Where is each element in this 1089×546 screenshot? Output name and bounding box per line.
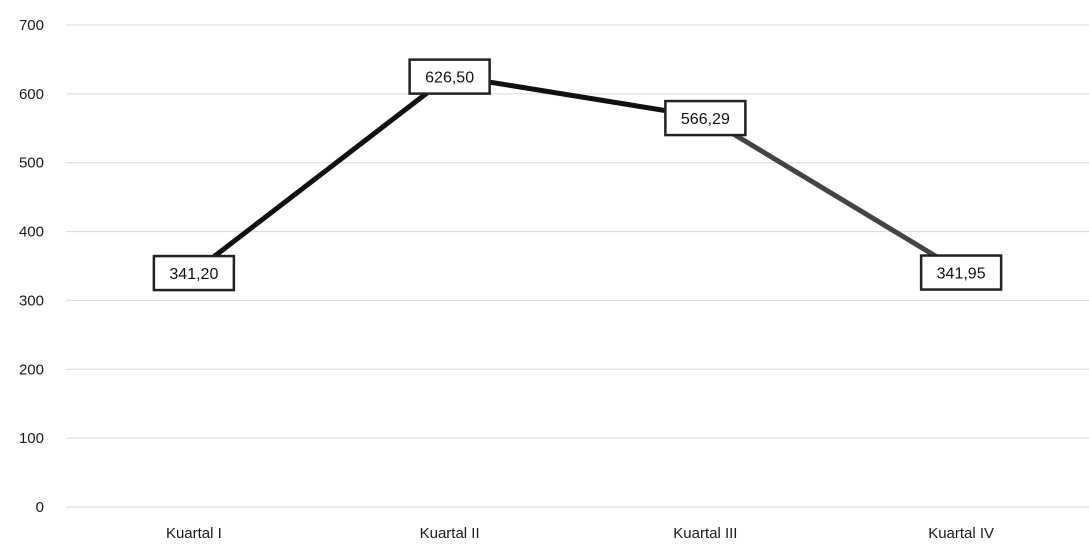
data-label: 566,29 [681, 111, 730, 128]
line-segment [702, 114, 964, 275]
line-segment [191, 73, 453, 275]
data-label: 341,95 [937, 266, 986, 283]
data-point: 566,29 [664, 99, 747, 137]
y-tick-label: 700 [19, 17, 44, 34]
data-label-box [664, 99, 747, 137]
data-label-box [408, 58, 491, 95]
data-label: 341,20 [169, 266, 218, 283]
y-tick-label: 300 [19, 292, 44, 309]
x-axis-ticks: Kuartal I Kuartal II Kuartal III Kuartal IV [166, 525, 994, 542]
y-tick-label: 600 [19, 86, 44, 103]
data-labels: 341,20 626,50 566,29 341,95 [152, 58, 1003, 292]
x-tick-label: Kuartal II [420, 525, 480, 542]
y-tick-label: 100 [19, 430, 44, 447]
data-label: 626,50 [425, 70, 474, 87]
y-tick-label: 500 [19, 155, 44, 172]
y-tick-label: 400 [19, 224, 44, 241]
series-line [191, 73, 964, 275]
x-tick-label: Kuartal III [673, 525, 737, 542]
line-segment [447, 73, 708, 120]
y-axis-ticks: 0 100 200 300 400 500 600 700 [19, 17, 44, 516]
data-label-box [152, 254, 236, 292]
data-label-box [919, 254, 1003, 291]
data-point: 341,95 [919, 254, 1003, 291]
y-tick-label: 200 [19, 361, 44, 378]
data-point: 341,20 [152, 254, 236, 292]
gridlines [66, 24, 1089, 508]
data-point: 626,50 [408, 58, 491, 95]
y-tick-label: 0 [36, 499, 44, 516]
x-tick-label: Kuartal I [166, 525, 222, 542]
x-tick-label: Kuartal IV [928, 525, 994, 542]
